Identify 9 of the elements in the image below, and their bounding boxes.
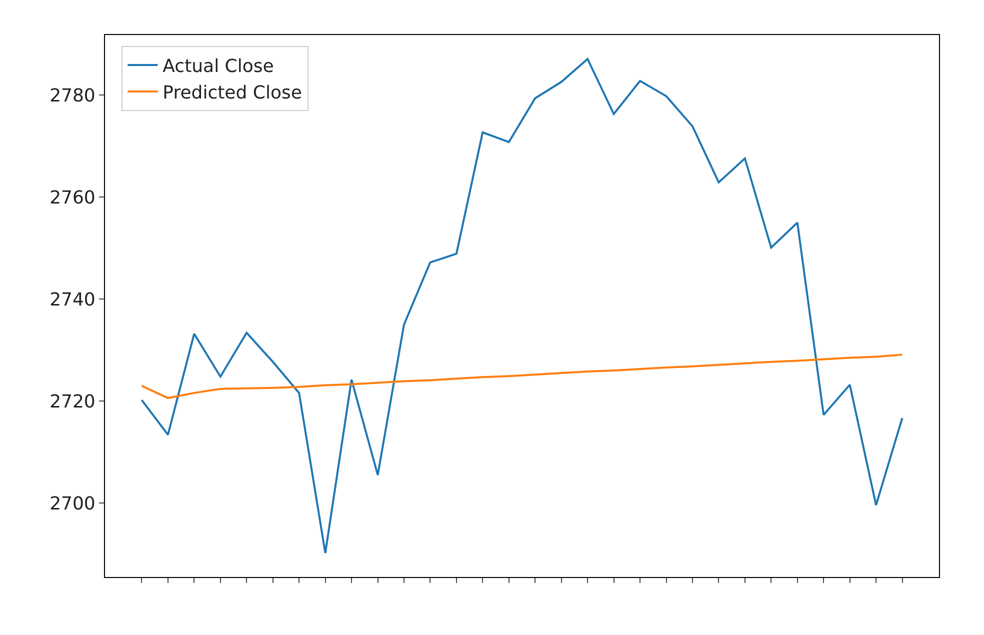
line-series: [140, 58, 904, 554]
y-tick-label: 2740: [50, 289, 96, 310]
y-tick-label: 2780: [50, 85, 96, 106]
y-tick-label: 2720: [50, 391, 96, 412]
legend-label: Predicted Close: [162, 82, 302, 104]
line-series: [140, 354, 904, 400]
y-tick-label: 2700: [50, 493, 96, 514]
y-tick-label: 2760: [50, 187, 96, 208]
legend-label: Actual Close: [162, 56, 274, 78]
